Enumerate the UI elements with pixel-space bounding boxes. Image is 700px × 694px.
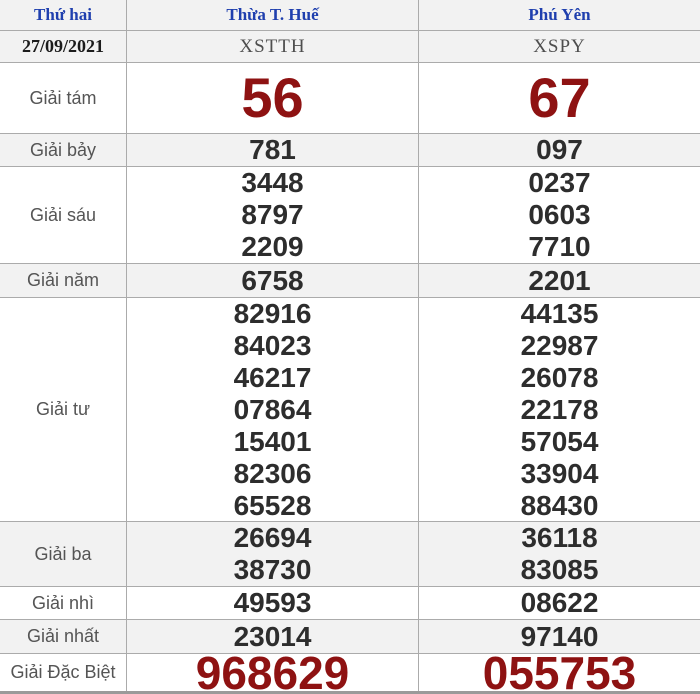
prize-label: Giải nhất — [0, 620, 127, 653]
prize-number: 7710 — [528, 231, 591, 262]
header-region-hue[interactable]: Thừa T. Huế — [127, 0, 419, 30]
region-hue-link[interactable]: Thừa T. Huế — [226, 5, 319, 24]
prize-label: Giải năm — [0, 264, 127, 297]
prize-row-giai-nam: Giải năm 6758 2201 — [0, 264, 700, 298]
header-day[interactable]: Thứ hai — [0, 0, 127, 30]
prize-number: 49593 — [233, 587, 312, 618]
prize-number: 08622 — [520, 587, 599, 618]
prize-number: 07864 — [233, 393, 312, 425]
prize-row-giai-nhat: Giải nhất 23014 97140 — [0, 620, 700, 654]
prize-number: 0237 — [528, 167, 591, 198]
prize-label: Giải tám — [0, 63, 127, 133]
prize-number: 67 — [528, 66, 591, 129]
prize-number: 22178 — [520, 393, 599, 425]
header-region-phuyen[interactable]: Phú Yên — [419, 0, 700, 30]
prize-number: 2209 — [241, 231, 304, 262]
prize-number: 968629 — [195, 646, 350, 694]
day-link[interactable]: Thứ hai — [34, 5, 92, 24]
prize-row-giai-ba: Giải ba 26694 38730 36118 83085 — [0, 522, 700, 587]
prize-label: Giải bảy — [0, 134, 127, 166]
prize-number: 6758 — [241, 264, 304, 296]
prize-number: 2201 — [528, 264, 591, 296]
prize-number: 84023 — [233, 329, 312, 361]
prize-number: 44135 — [520, 297, 599, 329]
prize-label: Giải tư — [0, 298, 127, 521]
prize-number: 26078 — [520, 361, 599, 393]
prize-row-giai-tam: Giải tám 56 67 — [0, 63, 700, 134]
prize-row-giai-bay: Giải bảy 781 097 — [0, 134, 700, 167]
prize-label: Giải sáu — [0, 167, 127, 263]
prize-number: 56 — [241, 66, 304, 129]
prize-row-giai-dac-biet: Giải Đặc Biệt 968629 055753 — [0, 646, 700, 694]
prize-number: 97140 — [520, 620, 599, 652]
prize-number: 33904 — [520, 457, 599, 489]
prize-row-giai-tu: Giải tư 82916 84023 46217 07864 15401 82… — [0, 298, 700, 522]
draw-code-xstth[interactable]: XSTTH — [127, 31, 419, 62]
region-phuyen-link[interactable]: Phú Yên — [528, 5, 591, 24]
prize-number: 22987 — [520, 329, 599, 361]
prize-number: 82916 — [233, 297, 312, 329]
prize-row-giai-nhi: Giải nhì 49593 08622 — [0, 587, 700, 620]
prize-number: 3448 — [241, 167, 304, 198]
prize-number: 88430 — [520, 489, 599, 521]
draw-code-xspy[interactable]: XSPY — [533, 35, 586, 57]
prize-number: 055753 — [482, 646, 637, 694]
prize-number: 8797 — [241, 199, 304, 230]
prize-number: 26694 — [233, 522, 312, 553]
prize-row-giai-sau: Giải sáu 3448 8797 2209 0237 0603 7710 — [0, 167, 700, 264]
prize-number: 65528 — [233, 489, 312, 521]
draw-info-row: 27/09/2021 XSTTH XSPY — [0, 31, 700, 63]
prize-number: 46217 — [233, 361, 312, 393]
draw-date: 27/09/2021 — [0, 31, 127, 62]
prize-number: 097 — [536, 134, 583, 165]
prize-number: 38730 — [233, 554, 312, 585]
prize-number: 82306 — [233, 457, 312, 489]
prize-number: 15401 — [233, 425, 312, 457]
prize-label: Giải Đặc Biệt — [0, 654, 127, 691]
prize-label: Giải ba — [0, 522, 127, 586]
prize-label: Giải nhì — [0, 587, 127, 619]
table-header-row: Thứ hai Thừa T. Huế Phú Yên — [0, 0, 700, 31]
prize-number: 57054 — [520, 425, 599, 457]
prize-number: 781 — [249, 134, 296, 165]
prize-number: 23014 — [233, 620, 312, 652]
prize-number: 0603 — [528, 199, 591, 230]
prize-number: 83085 — [520, 554, 599, 585]
prize-number: 36118 — [521, 522, 598, 553]
